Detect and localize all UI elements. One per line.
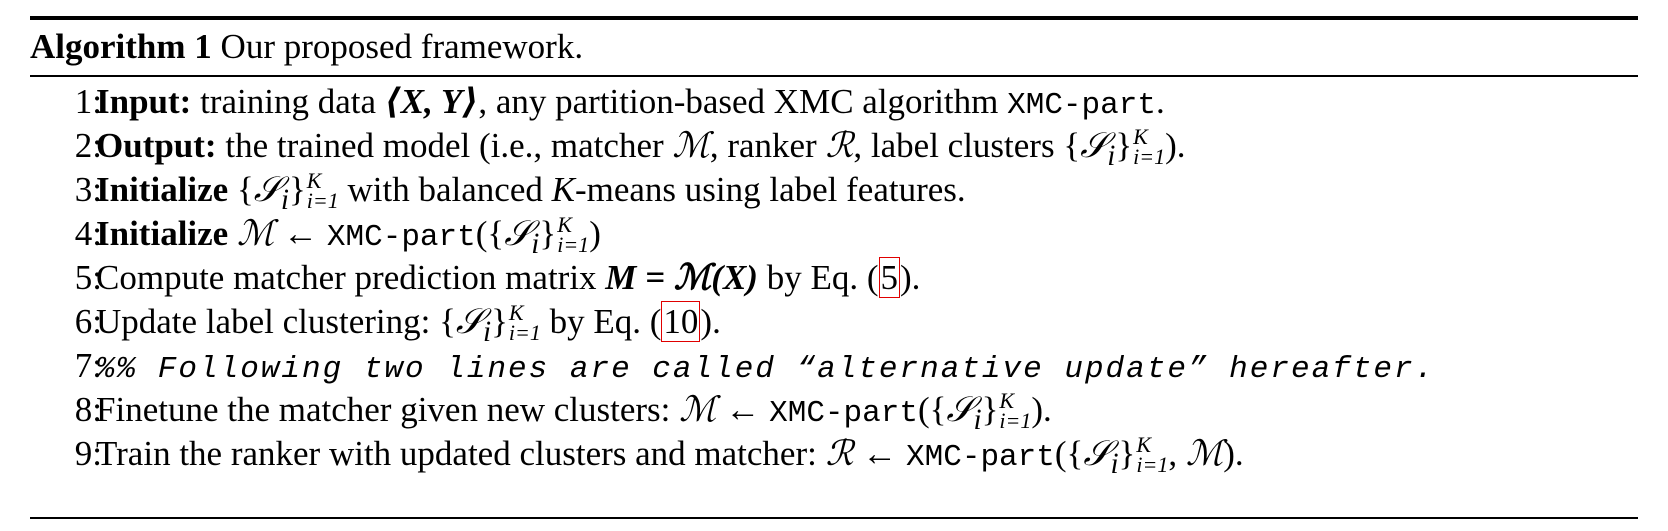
symbol-ranker: ℛ — [825, 434, 854, 474]
superscript: K — [306, 167, 322, 193]
subscript: i=1 — [1136, 451, 1169, 477]
algorithm-line-5: 5: Compute matcher prediction matrix M =… — [30, 256, 1630, 300]
line-number: 4: — [74, 214, 102, 253]
code-xmc-part: XMC-part — [906, 440, 1055, 475]
algorithm-line-8: 8: Finetune the matcher given new cluste… — [30, 387, 1630, 436]
algorithm-line-2: 2: Output: the trained model (i.e., matc… — [30, 123, 1630, 172]
algorithm-title: Our proposed framework. — [220, 27, 584, 66]
line-text: by Eq. ( — [757, 258, 879, 297]
symbol-cluster: 𝒮 — [253, 170, 281, 210]
algorithm-label: Algorithm 1 — [30, 27, 212, 66]
arrow-symbol: ← — [862, 434, 898, 473]
math-training-data: ⟨X, Y⟩ — [384, 82, 479, 121]
superscript: K — [1136, 431, 1152, 457]
symbol-matcher: ℳ — [1185, 434, 1224, 474]
algorithm-body: 1: Input: training data ⟨X, Y⟩, any part… — [30, 80, 1630, 480]
subscript: i — [482, 316, 492, 348]
line-text: ). — [700, 302, 721, 341]
line-text: . — [1155, 82, 1165, 121]
keyword-initialize: Initialize — [96, 170, 229, 209]
line-number: 5: — [74, 258, 102, 297]
superscript: K — [508, 299, 524, 325]
subscript: i=1 — [1133, 143, 1166, 169]
subscript: i=1 — [508, 319, 541, 345]
line-text: ). — [900, 258, 921, 297]
line-number: 2: — [74, 126, 102, 165]
superscript: K — [999, 387, 1015, 413]
subscript: i=1 — [557, 231, 590, 257]
symbol-cluster: 𝒮 — [1083, 434, 1111, 474]
keyword-initialize: Initialize — [96, 214, 229, 253]
keyword-output: Output: — [96, 126, 217, 165]
line-number: 8: — [74, 390, 102, 429]
line-number: 9: — [74, 434, 102, 473]
caption-rule — [30, 75, 1638, 77]
comment-text: %% Following two lines are called “alter… — [96, 352, 1436, 387]
subscript: i — [280, 184, 289, 216]
symbol-matcher: ℳ — [672, 126, 710, 166]
equation-ref-link[interactable]: 5 — [878, 257, 900, 298]
line-text: Compute matcher prediction matrix — [96, 258, 606, 297]
subscript: i — [531, 228, 540, 260]
subscript: i — [973, 404, 982, 436]
symbol-matcher: ℳ — [679, 390, 717, 430]
line-number: 7: — [74, 346, 102, 385]
algorithm-line-9: 9: Train the ranker with updated cluster… — [30, 431, 1630, 480]
symbol-matcher: ℳ — [236, 214, 275, 254]
code-xmc-part: XMC-part — [769, 396, 918, 431]
equation-ref-link[interactable]: 10 — [661, 301, 701, 342]
line-number: 3: — [74, 170, 102, 209]
algorithm-line-7: 7: %% Following two lines are called “al… — [30, 344, 1630, 388]
math-prediction-matrix: M = ℳ(X) — [605, 258, 758, 297]
arrow-symbol: ← — [725, 390, 761, 429]
symbol-cluster: 𝒮 — [504, 214, 532, 254]
arrow-symbol: ← — [283, 214, 319, 253]
subscript: i — [1107, 140, 1116, 172]
line-text: , any partition-based XMC algorithm — [478, 82, 1008, 121]
algorithm-line-1: 1: Input: training data ⟨X, Y⟩, any part… — [30, 80, 1630, 124]
subscript: i — [1110, 448, 1119, 480]
subscript: i=1 — [306, 187, 339, 213]
symbol-cluster: 𝒮 — [455, 302, 483, 342]
line-text: training data — [191, 82, 385, 121]
line-number: 6: — [74, 302, 102, 341]
bottom-rule — [30, 517, 1638, 519]
algorithm-caption: Algorithm 1 Our proposed framework. — [30, 24, 583, 70]
subscript: i=1 — [999, 407, 1032, 433]
keyword-input: Input: — [96, 82, 192, 121]
superscript: K — [557, 211, 572, 237]
symbol-cluster: 𝒮 — [1080, 126, 1108, 166]
symbol-cluster: 𝒮 — [946, 390, 974, 430]
superscript: K — [1133, 123, 1148, 149]
top-rule — [30, 16, 1638, 20]
code-xmc-part: XMC-part — [326, 220, 476, 255]
symbol-ranker: ℛ — [825, 126, 854, 166]
line-number: 1: — [74, 82, 102, 121]
code-xmc-part: XMC-part — [1007, 88, 1156, 123]
